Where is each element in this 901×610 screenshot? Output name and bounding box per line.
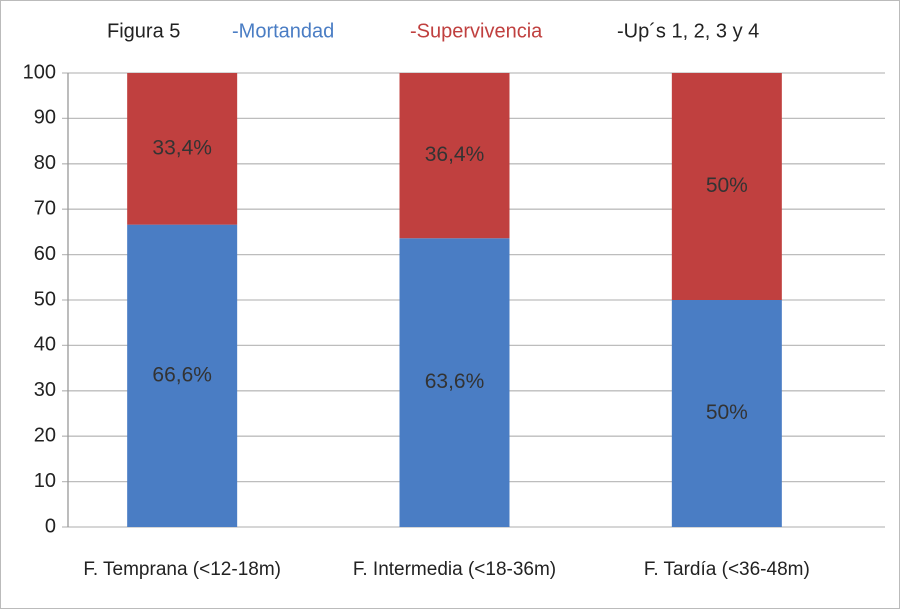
y-tick-label: 0 bbox=[45, 515, 56, 537]
data-label: 50% bbox=[706, 174, 748, 197]
data-label: 63,6% bbox=[425, 370, 485, 393]
y-tick-label: 60 bbox=[34, 243, 56, 265]
y-tick-label: 10 bbox=[34, 470, 56, 492]
y-tick-label: 30 bbox=[34, 379, 56, 401]
y-tick-label: 90 bbox=[34, 107, 56, 129]
y-tick-label: 50 bbox=[34, 288, 56, 310]
x-tick-label: F. Intermedia (<18-36m) bbox=[353, 559, 556, 580]
chart-subtitle: -Up´s 1, 2, 3 y 4 bbox=[617, 20, 759, 42]
bar-segment bbox=[671, 73, 782, 300]
bar-segment bbox=[399, 238, 510, 528]
y-tick-label: 20 bbox=[34, 424, 56, 446]
data-label: 66,6% bbox=[152, 363, 212, 386]
x-tick-label: F. Tardía (<36-48m) bbox=[644, 559, 810, 580]
bar-segment bbox=[127, 224, 238, 528]
x-tick-label: F. Temprana (<12-18m) bbox=[83, 559, 281, 580]
data-label: 33,4% bbox=[152, 136, 212, 159]
bar-segment bbox=[127, 73, 238, 225]
bar-segment bbox=[671, 300, 782, 527]
y-tick-label: 40 bbox=[34, 334, 56, 356]
y-tick-label: 70 bbox=[34, 197, 56, 219]
y-tick-label: 100 bbox=[23, 61, 56, 83]
data-label: 36,4% bbox=[425, 143, 485, 166]
data-label: 50% bbox=[706, 401, 748, 424]
legend-entry: -Mortandad bbox=[232, 20, 334, 42]
chart-title: Figura 5 bbox=[107, 20, 180, 42]
y-tick-label: 80 bbox=[34, 152, 56, 174]
bar-segment bbox=[399, 73, 510, 239]
legend-entry: -Supervivencia bbox=[410, 20, 543, 42]
